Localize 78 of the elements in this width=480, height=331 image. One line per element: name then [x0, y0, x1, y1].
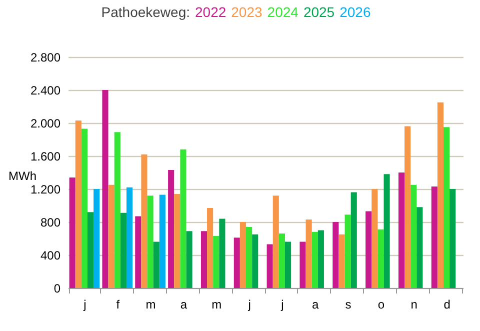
bar [240, 222, 246, 288]
y-tick-label: 800 [40, 216, 61, 230]
bar [278, 234, 285, 288]
x-tick-label: j [82, 298, 86, 312]
y-tick-label: 1.600 [30, 150, 61, 164]
bar [108, 184, 114, 288]
bar [246, 226, 252, 288]
bar [213, 236, 220, 288]
bar [318, 230, 324, 288]
bar [338, 234, 345, 288]
bar [350, 192, 357, 288]
bar [200, 231, 208, 288]
bar [87, 212, 94, 288]
bar [81, 128, 88, 288]
y-tick-label: 1.200 [30, 182, 61, 196]
bar [174, 194, 180, 288]
x-tick-label: n [410, 298, 418, 312]
bar [219, 218, 226, 288]
bar [180, 149, 186, 288]
bar [344, 214, 351, 288]
bar [312, 232, 318, 288]
bar [410, 184, 417, 288]
bar [300, 242, 306, 288]
text: 2023 [231, 4, 263, 20]
x-tick-label: d [444, 298, 450, 312]
bar [94, 189, 100, 288]
bar [69, 177, 76, 288]
bar [153, 242, 160, 288]
bar [372, 189, 378, 288]
bar [437, 102, 444, 288]
bar [332, 222, 339, 288]
y-tick-label: 400 [40, 248, 61, 262]
bar [126, 187, 133, 288]
bar [378, 229, 384, 288]
chart-title: Pathoekeweg: [101, 4, 190, 20]
text: 2024 [267, 4, 299, 20]
bar [431, 186, 438, 288]
text: 2022 [195, 4, 226, 20]
bar [384, 174, 390, 288]
bar [102, 90, 108, 288]
x-tick-label: a [312, 298, 320, 312]
bar [266, 244, 273, 288]
y-tick-label: 2.400 [30, 84, 61, 98]
bar [306, 220, 312, 288]
x-tick-label: m [146, 298, 156, 312]
bar [186, 231, 192, 288]
bar [120, 212, 126, 288]
bar [135, 216, 142, 288]
bar [234, 238, 240, 288]
bar [450, 189, 456, 288]
bar [416, 207, 423, 288]
x-tick-label: j [280, 298, 284, 312]
y-axis-title: MWh [8, 169, 36, 183]
x-tick-label: a [180, 298, 188, 312]
y-tick-label: 2.800 [30, 50, 61, 64]
text: 2026 [340, 4, 371, 20]
bar [147, 196, 154, 288]
x-tick-label: o [378, 298, 385, 312]
bar [168, 170, 174, 288]
bar [366, 211, 372, 288]
y-tick-label: 0 [54, 282, 61, 296]
bar [284, 242, 292, 288]
bar [159, 194, 166, 288]
x-tick-label: j [247, 298, 251, 312]
bar [114, 132, 120, 288]
text: 2025 [303, 4, 335, 20]
bar [252, 234, 258, 288]
y-tick-label: 2.000 [30, 116, 61, 130]
bar [398, 172, 405, 288]
x-tick-label: s [345, 298, 352, 312]
x-tick-label: f [116, 298, 120, 312]
bar [207, 208, 214, 288]
x-tick-label: m [212, 298, 222, 312]
bar [141, 154, 148, 288]
bar [404, 126, 411, 288]
bar [272, 196, 279, 288]
bar [75, 120, 82, 288]
bar [444, 127, 450, 288]
